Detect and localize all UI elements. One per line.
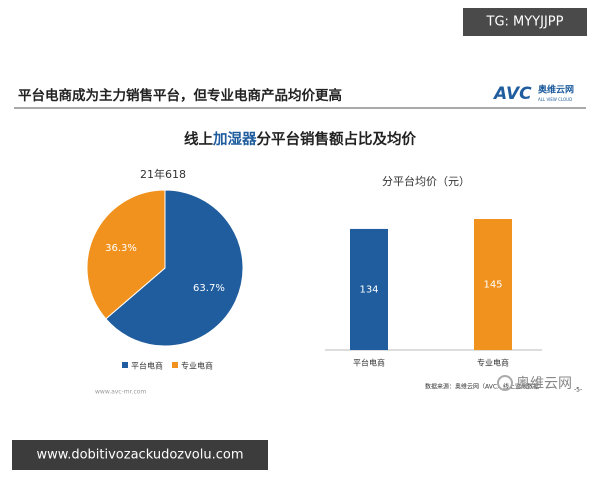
legend-swatch bbox=[172, 362, 178, 368]
corner-icon bbox=[497, 375, 513, 391]
pie-label: 63.7% bbox=[193, 283, 225, 294]
page-number: -5- bbox=[574, 387, 582, 394]
slide-title: 平台电商成为主力销售平台，但专业电商产品均价更高 bbox=[18, 87, 342, 104]
pie-slice bbox=[105, 189, 244, 347]
title-part: 线上 bbox=[184, 130, 213, 148]
bar-title: 分平台均价（元） bbox=[382, 174, 470, 188]
bar bbox=[350, 228, 388, 350]
pie-slice bbox=[86, 189, 166, 320]
legend-swatch bbox=[122, 362, 128, 368]
legend-label: 平台电商 bbox=[131, 361, 163, 371]
watermark-box bbox=[463, 8, 587, 36]
chart-title: 线上加湿器分平台销售额占比及均价 bbox=[184, 130, 416, 148]
title-part: 分平台销售额占比及均价 bbox=[257, 130, 417, 148]
watermark-corner: 奥维云网 bbox=[516, 375, 572, 392]
bar bbox=[474, 219, 512, 350]
bar-value-label: 134 bbox=[359, 284, 378, 295]
logo-cn: 奥维云网 bbox=[537, 84, 574, 96]
logo: AVC bbox=[492, 84, 532, 104]
watermark-top: TG: MYYJJPP bbox=[486, 15, 564, 30]
footer-source: 数据来源：奥维云网（AVC）线上监测数据 bbox=[425, 383, 539, 391]
watermark-bottom: www.dobitivozackudozvolu.com bbox=[37, 448, 244, 463]
pie-subtitle: 21年618 bbox=[140, 167, 186, 181]
x-tick-label: 专业电商 bbox=[477, 358, 509, 368]
title-highlight: 加湿器 bbox=[212, 131, 257, 148]
legend-label: 专业电商 bbox=[181, 361, 213, 371]
bar-value-label: 145 bbox=[483, 280, 502, 291]
watermark-box bbox=[12, 440, 268, 470]
pie-label: 36.3% bbox=[105, 243, 137, 254]
x-tick-label: 平台电商 bbox=[353, 358, 385, 368]
footer-website: www.avc-mr.com bbox=[95, 389, 146, 396]
logo-en: ALL VIEW CLOUD bbox=[538, 97, 572, 102]
